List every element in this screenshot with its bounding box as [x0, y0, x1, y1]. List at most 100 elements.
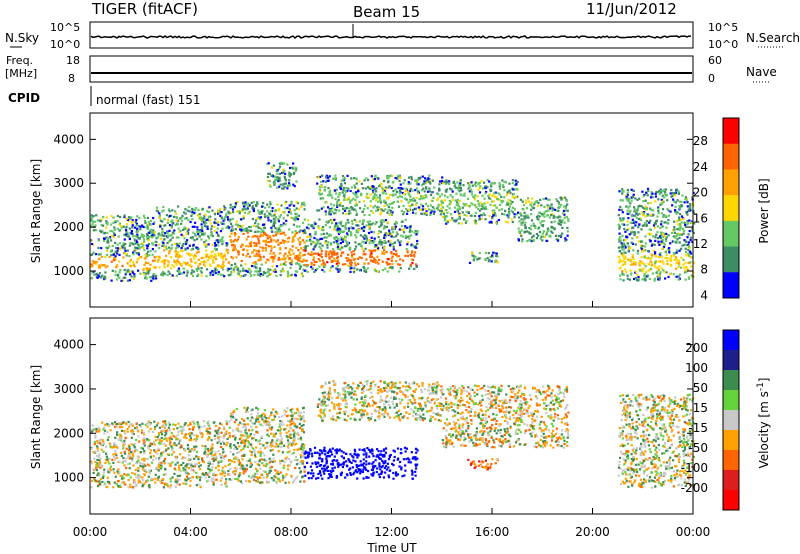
power-cell-5 — [405, 187, 408, 190]
velocity-cell-0 — [128, 462, 131, 465]
power-cell-2 — [241, 253, 245, 256]
power-cell-2 — [259, 226, 262, 229]
power-cell-0 — [116, 220, 119, 223]
power-cell-5 — [332, 204, 335, 207]
power-cell-1 — [168, 210, 171, 213]
power-cell-0 — [125, 252, 128, 256]
power-cell-2 — [283, 211, 286, 214]
power-cell-1 — [181, 244, 184, 247]
power-cell-0 — [109, 250, 112, 253]
power-cell-7 — [552, 216, 555, 219]
power-cell-4 — [408, 267, 411, 270]
power-cell-5 — [437, 197, 440, 200]
power-cell-3 — [275, 169, 278, 172]
power-cell-7 — [520, 214, 523, 217]
power-cell-9 — [632, 189, 635, 192]
velocity-cell-0 — [144, 458, 147, 461]
power-cell-1 — [184, 240, 187, 243]
velocity-cell-0 — [207, 448, 210, 451]
power-cell-2 — [230, 264, 233, 267]
power-cell-5 — [341, 191, 344, 194]
power-cell-1 — [187, 218, 190, 222]
power-cell-2 — [261, 234, 264, 237]
velocity-cell-0 — [227, 470, 230, 473]
power-cell-2 — [289, 248, 292, 251]
power-cell-7 — [519, 212, 522, 215]
power-cell-9 — [621, 190, 624, 193]
velocity-cell-0 — [143, 441, 146, 444]
velocity-cell-0 — [120, 437, 123, 440]
power-cell-4 — [361, 247, 364, 250]
power-cell-9 — [652, 224, 656, 227]
power-cell-1 — [194, 233, 197, 236]
power-cell-5 — [425, 213, 428, 216]
power-cell-4 — [354, 264, 357, 267]
power-cell-3 — [286, 187, 289, 190]
power-cell-0 — [154, 250, 157, 253]
power-cell-9 — [645, 224, 648, 227]
power-cell-7 — [558, 206, 561, 209]
power-cell-4 — [349, 270, 352, 273]
power-cell-4 — [391, 231, 395, 234]
power-cell-0 — [133, 226, 137, 229]
power-cell-1 — [174, 249, 177, 253]
power-cell-6 — [500, 201, 503, 204]
power-cell-4 — [370, 230, 373, 234]
power-cell-9 — [677, 190, 680, 193]
power-cell-1 — [211, 259, 215, 262]
power-cell-5 — [439, 213, 442, 216]
power-cell-1 — [158, 212, 161, 215]
velocity-cell-0 — [212, 483, 215, 486]
velocity-cell-0 — [130, 423, 133, 426]
velocity-cell-0 — [218, 427, 221, 430]
power-cell-9 — [676, 223, 679, 226]
power-cell-9 — [688, 250, 691, 253]
velocity-cell-0 — [124, 432, 127, 435]
power-cell-9 — [692, 212, 695, 215]
power-cell-6 — [474, 214, 477, 218]
power-cell-5 — [361, 210, 364, 213]
power-cell-1 — [171, 236, 174, 239]
power-cell-0 — [148, 269, 151, 272]
power-cell-2 — [266, 275, 269, 278]
power-cell-0 — [123, 268, 126, 272]
power-cell-7 — [535, 200, 538, 203]
power-cell-7 — [559, 219, 562, 222]
power-cell-2 — [297, 249, 300, 252]
velocity-cell-0 — [178, 468, 181, 471]
power-cell-6 — [466, 204, 469, 207]
power-cell-0 — [135, 229, 139, 232]
power-cell-5 — [403, 211, 406, 214]
power-cell-0 — [114, 241, 117, 244]
velocity-cell-0 — [130, 443, 133, 446]
power-cell-9 — [645, 207, 648, 210]
power-cell-2 — [280, 241, 283, 244]
power-cell-4 — [360, 244, 363, 247]
power-cell-6 — [504, 181, 507, 184]
velocity-cell-0 — [153, 443, 156, 446]
velocity-cell-0 — [225, 423, 228, 426]
power-cell-9 — [645, 191, 648, 194]
power-cell-0 — [119, 247, 122, 250]
velocity-cell-0 — [203, 450, 207, 453]
velocity-cell-0 — [117, 468, 120, 471]
velocity-cell-0 — [114, 458, 117, 461]
power-cell-9 — [652, 209, 655, 212]
power-cell-0 — [142, 225, 145, 228]
power-cell-1 — [218, 265, 221, 268]
power-cell-9 — [654, 195, 658, 198]
velocity-cell-0 — [128, 467, 131, 470]
power-cell-1 — [166, 274, 169, 277]
power-cell-4 — [363, 262, 366, 265]
power-cell-4 — [331, 248, 335, 251]
velocity-cell-0 — [158, 441, 161, 445]
power-cell-4 — [345, 222, 348, 225]
power-cell-9 — [621, 192, 624, 195]
power-cell-7 — [563, 216, 566, 219]
velocity-cell-0 — [128, 445, 131, 448]
velocity-cell-0 — [172, 434, 175, 437]
power-cell-4 — [368, 242, 371, 245]
power-cell-0 — [131, 270, 134, 273]
power-cell-1 — [161, 259, 164, 262]
velocity-cell-0 — [213, 474, 216, 477]
